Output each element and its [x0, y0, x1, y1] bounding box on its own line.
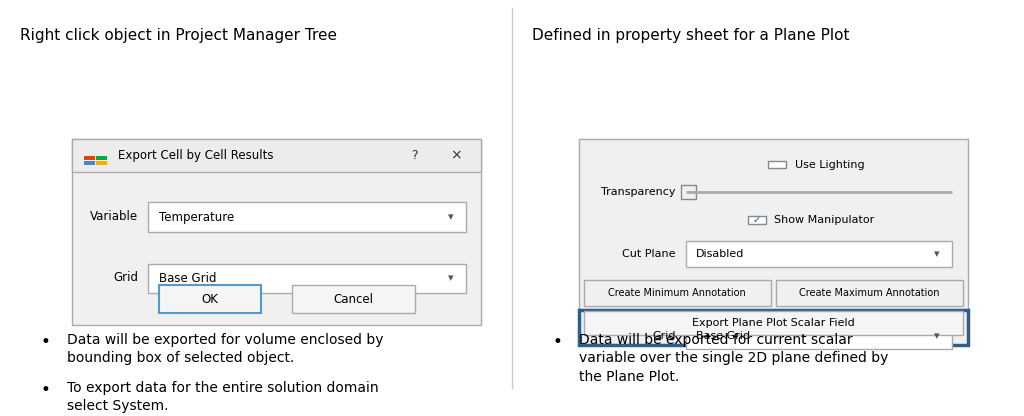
Text: •: •	[41, 333, 51, 351]
Text: Cut Plane: Cut Plane	[623, 249, 676, 259]
FancyBboxPatch shape	[292, 285, 415, 313]
Text: Disabled: Disabled	[696, 249, 744, 259]
FancyBboxPatch shape	[72, 139, 481, 173]
FancyBboxPatch shape	[584, 280, 770, 306]
Text: Create Maximum Annotation: Create Maximum Annotation	[799, 288, 939, 298]
Text: Cancel: Cancel	[333, 293, 374, 306]
Text: Transparency: Transparency	[601, 187, 676, 197]
Bar	[84, 161, 95, 165]
Text: Export Plane Plot Scalar Field: Export Plane Plot Scalar Field	[692, 318, 854, 328]
FancyBboxPatch shape	[159, 285, 261, 313]
Text: ▾: ▾	[447, 212, 454, 222]
Bar	[768, 161, 786, 168]
FancyBboxPatch shape	[148, 202, 466, 232]
Text: Data will be exported for volume enclosed by
bounding box of selected object.: Data will be exported for volume enclose…	[67, 333, 383, 365]
Text: •: •	[41, 381, 51, 399]
Bar	[96, 156, 108, 160]
Text: Use Lighting: Use Lighting	[795, 159, 864, 169]
Text: Data will be exported for current scalar
variable over the single 2D plane defin: Data will be exported for current scalar…	[579, 333, 888, 384]
FancyBboxPatch shape	[584, 311, 963, 335]
FancyBboxPatch shape	[776, 280, 963, 306]
FancyBboxPatch shape	[686, 323, 952, 349]
Bar	[681, 185, 696, 199]
Text: ▾: ▾	[934, 249, 940, 259]
Text: Show Manipulator: Show Manipulator	[774, 215, 874, 225]
Text: ×: ×	[450, 149, 462, 163]
Text: OK: OK	[202, 293, 218, 306]
FancyBboxPatch shape	[148, 264, 466, 293]
FancyBboxPatch shape	[72, 139, 481, 173]
Bar	[96, 161, 108, 165]
Bar	[748, 216, 766, 223]
Text: •: •	[553, 333, 563, 351]
Text: Grid: Grid	[652, 331, 676, 341]
Text: Base Grid: Base Grid	[159, 272, 216, 285]
Text: Temperature: Temperature	[159, 210, 233, 223]
FancyBboxPatch shape	[579, 139, 968, 345]
Text: Create Minimum Annotation: Create Minimum Annotation	[608, 288, 746, 298]
Text: Grid: Grid	[114, 271, 138, 284]
Text: To export data for the entire solution domain
select System.: To export data for the entire solution d…	[67, 381, 378, 413]
Text: ▾: ▾	[447, 273, 454, 283]
Text: Defined in property sheet for a Plane Plot: Defined in property sheet for a Plane Pl…	[532, 28, 850, 43]
Text: Base Grid: Base Grid	[696, 331, 751, 341]
Text: Variable: Variable	[90, 210, 138, 223]
Bar	[84, 156, 95, 160]
Text: ▾: ▾	[934, 331, 940, 341]
FancyBboxPatch shape	[72, 139, 481, 325]
Text: ?: ?	[412, 149, 418, 162]
FancyBboxPatch shape	[686, 241, 952, 267]
Text: Export Cell by Cell Results: Export Cell by Cell Results	[118, 149, 273, 162]
Text: ✓: ✓	[753, 215, 761, 225]
FancyBboxPatch shape	[579, 310, 968, 345]
Text: Right click object in Project Manager Tree: Right click object in Project Manager Tr…	[20, 28, 338, 43]
